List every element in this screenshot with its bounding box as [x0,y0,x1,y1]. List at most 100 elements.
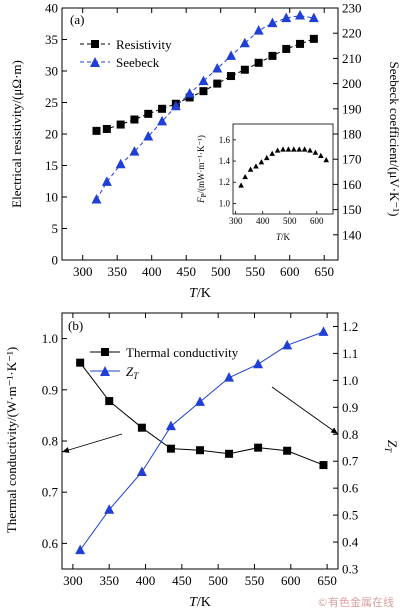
panel-a-series-1-point [115,158,126,169]
panel-a-series-1-point [101,176,112,186]
panel-a-x-label: T/K [189,286,211,301]
panel-a-series-0-point [268,51,277,60]
panel-a-ticks: 300 350 400 450 500 550 600 650 0 5 10 15 20 25 30 35 40… [45,1,362,280]
legend-thermal-marker [101,348,109,356]
panel-a-series [91,10,319,204]
inset-x-tick-label: 400 [256,216,270,226]
panel-b-y1-label: Thermal conductivity/(W·m⁻¹·K⁻¹) [4,347,19,534]
panel-b-y2-tick-label: 0.4 [342,535,359,550]
panel-a-series-0-point [102,124,111,133]
panel-b-series-1-line [79,331,324,551]
inset-point [253,163,259,169]
legend-resistivity-marker [91,40,99,48]
panel-b-y1-tick-label: 0.7 [42,485,59,500]
panel-a-series-0-point [254,58,263,67]
panel-b-series-0-point [166,444,175,453]
panel-b-series-1-point [253,358,264,369]
panel-b-series-1-point [104,504,115,514]
panel-a-series-0-point [116,120,125,129]
inset-point [285,146,292,152]
panel-a-x-tick-label: 400 [142,264,162,279]
panel-a-series-0-point [227,72,236,81]
panel-a-series-0-point [213,79,222,88]
legend-zt-label: ZT [126,364,139,381]
panel-b-y2-tick-label: 0.3 [342,562,358,577]
panel-b-series-0-point [319,461,328,470]
panel-a-series-1-point [198,75,209,86]
panel-a: 300 350 400 450 500 550 600 650 0 5 10 15 20 25 30 35 40… [9,1,400,302]
legend-seebeck-label: Seebeck [116,55,160,70]
panel-a-series-1-point [267,17,278,28]
panel-a-y1-tick-label: 30 [45,64,58,79]
panel-b-y2-label: ZT [383,440,400,453]
panel-a-y2-tick-label: 160 [342,177,362,192]
inset-y-tick-label: 1.0 [219,198,231,208]
inset-point [263,154,270,161]
panel-b-series-1-point [165,420,176,431]
inset-xlabel: T/K [276,232,291,242]
panel-a-x-tick-label: 300 [73,264,93,279]
panel-b-y2-tick-label: 0.7 [342,454,359,469]
inset-point [242,173,248,180]
panel-b-y2-tick-label: 1.0 [342,373,358,388]
panel-a-y2-tick-label: 150 [342,202,362,217]
panel-a-legend: Resistivity Seebeck [80,37,172,70]
panel-b-legend: Thermal conductivity ZT [90,345,239,381]
panel-b-x-label: T/K [189,595,211,610]
panel-b-label: (b) [68,318,83,333]
panel-a-series-0-point [158,104,167,113]
panel-a-inset: 300 400 500 600 1.0 1.2 1.4 1.6 FP/(mW·m⁻¹·K⁻¹)… [196,123,334,242]
inset-point [258,159,265,165]
panel-a-series-0-point [240,65,249,74]
inset-point [274,147,281,153]
panel-a-series-0-point [130,115,139,124]
panel-b-x-tick-label: 650 [317,573,337,588]
inset-x-tick-label: 500 [283,216,297,226]
panel-b-y2-tick-label: 0.5 [342,508,358,523]
panel-a-y2-tick-label: 140 [342,227,362,242]
panel-a-series-1-point [308,12,319,23]
panel-a-series-1-line [96,15,314,200]
panel-a-y1-tick-label: 10 [45,190,58,205]
panel-a-series-1-point [157,115,168,126]
inset-point [323,157,330,163]
inset-point [312,149,319,155]
arrow-to-left-axis [61,433,123,453]
inset-ticks: 300 400 500 600 1.0 1.2 1.4 1.6 [219,135,324,226]
panel-a-y2-tick-label: 220 [342,26,362,41]
panel-a-y2-tick-label: 230 [342,1,362,16]
panel-b-series-0-point [225,449,234,458]
panel-a-series-0-point [144,109,153,118]
panel-b-y2-tick-label: 1.2 [342,319,358,334]
inset-x-tick-label: 600 [310,216,324,226]
watermark: ©有色金属在线 [317,596,394,609]
panel-a-series-1-point [184,88,195,98]
panel-a-series-1-point [295,10,306,20]
inset-points [238,146,330,188]
panel-b-x-tick-label: 500 [208,573,228,588]
panel-a-y1-tick-label: 5 [52,221,59,236]
inset-point [318,152,324,158]
panel-a-x-tick-label: 500 [211,264,231,279]
inset-point [301,146,308,152]
panel-a-y1-label: Electrical resistivity/(μΩ·m) [9,60,24,208]
inset-point [296,146,303,152]
panel-a-y2-tick-label: 180 [342,127,362,142]
panel-b-x-tick-label: 550 [245,573,265,588]
panel-b-series-0-point [254,443,263,452]
panel-a-y1-tick-label: 20 [45,127,58,142]
panel-b-series [75,326,329,555]
panel-a-series-0-point [296,39,305,48]
panel-b-y1-tick-label: 1.0 [42,331,58,346]
panel-b-x-tick-label: 450 [172,573,192,588]
panel-a-y2-label: Seebeck coefficient/(μV·K⁻¹) [387,61,400,216]
inset-x-tick-label: 300 [229,216,243,226]
legend-thermal-label: Thermal conductivity [126,345,239,360]
panel-b-x-tick-label: 400 [136,573,156,588]
panel-a-y1-tick-label: 35 [45,32,58,47]
panel-b-series-1-point [282,339,293,350]
panel-a-series-0-point [282,44,291,53]
legend-zt-marker [100,366,110,376]
panel-a-x-tick-label: 600 [280,264,300,279]
